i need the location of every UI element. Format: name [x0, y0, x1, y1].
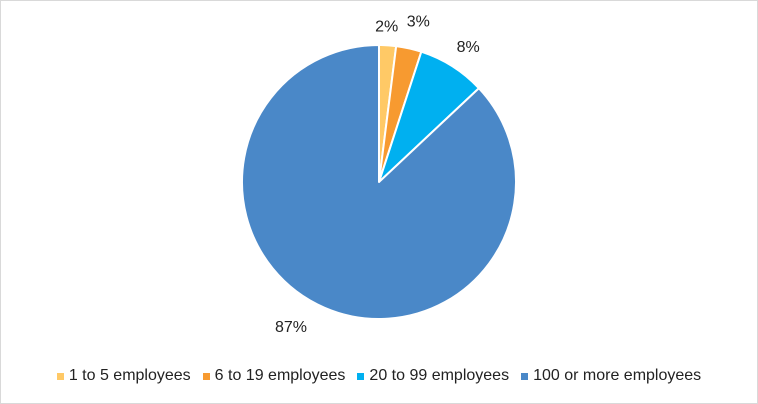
legend-swatch	[202, 372, 210, 380]
legend-swatch	[56, 372, 64, 380]
slice-100-or-more	[241, 44, 517, 320]
legend-item-20-to-99: 20 to 99 employees	[357, 367, 509, 385]
legend-item-100-or-more: 100 or more employees	[521, 367, 701, 385]
legend-label: 100 or more employees	[533, 367, 702, 384]
label-3-percent: 3%	[407, 13, 430, 30]
label-2-percent: 2%	[375, 19, 398, 36]
label-8-percent: 8%	[457, 39, 480, 56]
legend-swatch	[357, 372, 365, 380]
data-labels: 2% 3% 8% 87%	[275, 13, 480, 336]
legend-item-1-to-5: 1 to 5 employees	[56, 367, 191, 385]
label-87-percent: 87%	[275, 319, 307, 336]
legend-label: 20 to 99 employees	[369, 367, 510, 384]
legend-swatch	[521, 372, 529, 380]
legend-label: 6 to 19 employees	[214, 367, 346, 384]
legend: 1 to 5 employees 6 to 19 employees 20 to…	[1, 367, 757, 385]
legend-label: 1 to 5 employees	[68, 367, 191, 384]
legend-item-6-to-19: 6 to 19 employees	[202, 367, 346, 385]
pie-slices	[241, 44, 517, 320]
